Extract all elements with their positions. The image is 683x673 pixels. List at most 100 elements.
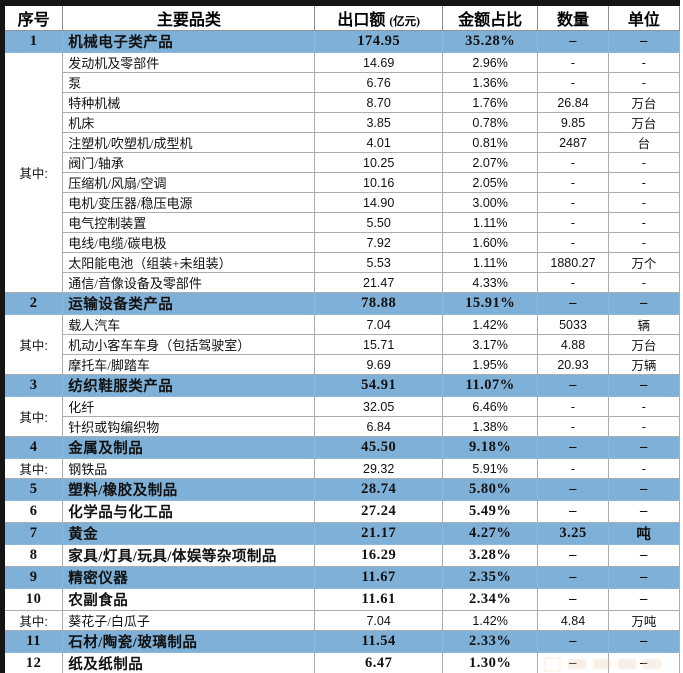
cell-serial: 8 (1, 544, 64, 567)
cell-category-name: 运输设备类产品 (62, 292, 316, 315)
cell-subcategory-name: 太阳能电池（组装+未组装） (62, 252, 316, 273)
cell-qty-value: – (537, 30, 609, 53)
table-row: 电机/变压器/稳压电源 14.90 3.00% - - (3, 192, 681, 213)
cell-serial: 11 (1, 630, 64, 653)
cell-serial: 4 (1, 436, 64, 459)
cell-unit-value: - (607, 192, 681, 213)
cell-share-value: 3.00% (441, 192, 539, 213)
col-header-category: 主要品类 (62, 2, 316, 31)
table-row: 1 机械电子类产品 174.95 35.28% – – (1, 30, 681, 53)
cell-qty-value: – (537, 544, 609, 567)
cell-category-name: 农副食品 (62, 588, 316, 611)
table-row: 电气控制装置 5.50 1.11% - - (3, 212, 681, 233)
cell-subcategory-name: 发动机及零部件 (62, 52, 316, 73)
cell-export-value: 11.61 (314, 588, 443, 611)
cell-share-value: 1.60% (441, 232, 539, 253)
cell-export-value: 10.25 (314, 152, 443, 173)
cell-unit-value: – (607, 30, 681, 53)
table-row: 8 家具/灯具/玩具/体娱等杂项制品 16.29 3.28% – – (1, 544, 681, 567)
cell-unit-value: - (607, 458, 681, 479)
cell-subcategory-name: 化纤 (62, 396, 316, 417)
col-header-export-unit: (亿元) (389, 16, 420, 28)
cell-serial: 12 (1, 652, 64, 673)
cell-serial: 5 (1, 478, 64, 501)
cell-unit-value: – (607, 630, 681, 653)
cell-export-value: 27.24 (314, 500, 443, 523)
cell-qizhong-label: 其中: (1, 458, 64, 479)
cell-subcategory-name: 机动小客车车身（包括驾驶室） (62, 334, 316, 355)
cell-share-value: 1.76% (441, 92, 539, 113)
cell-unit-value: – (607, 436, 681, 459)
cell-share-value: 15.91% (441, 292, 539, 315)
table-row: 其中: 钢铁品 29.32 5.91% - - (1, 458, 681, 479)
cell-unit-value: - (607, 416, 681, 437)
cell-serial: 1 (1, 30, 64, 53)
cell-category-name: 机械电子类产品 (62, 30, 316, 53)
cell-qty-value: - (537, 52, 609, 73)
cell-share-value: 9.18% (441, 436, 539, 459)
table-row: 2 运输设备类产品 78.88 15.91% – – (1, 292, 681, 315)
cell-export-value: 6.84 (314, 416, 443, 437)
cell-export-value: 11.54 (314, 630, 443, 653)
cell-unit-value: – (607, 588, 681, 611)
cell-unit-value: - (607, 72, 681, 93)
cell-qty-value: – (537, 500, 609, 523)
cell-category-name: 精密仪器 (62, 566, 316, 589)
cell-subcategory-name: 针织或钩编织物 (62, 416, 316, 437)
cell-unit-value: - (607, 212, 681, 233)
cell-qizhong-label: 其中: (1, 314, 64, 375)
cell-qty-value: - (537, 396, 609, 417)
cell-qty-value: - (537, 458, 609, 479)
col-header-serial: 序号 (1, 2, 64, 31)
cell-unit-value: - (607, 52, 681, 73)
table-row: 泵 6.76 1.36% - - (3, 72, 681, 93)
cell-unit-value: 万个 (607, 252, 681, 273)
cell-export-value: 14.69 (314, 52, 443, 73)
cell-share-value: 1.38% (441, 416, 539, 437)
table-row: 电线/电缆/碳电极 7.92 1.60% - - (3, 232, 681, 253)
cell-share-value: 3.28% (441, 544, 539, 567)
cell-subcategory-name: 阀门/轴承 (62, 152, 316, 173)
table-row: 5 塑料/橡胶及制品 28.74 5.80% – – (1, 478, 681, 501)
cell-subcategory-name: 通信/音像设备及零部件 (62, 272, 316, 293)
cell-qty-value: 5033 (537, 314, 609, 335)
cell-serial: 6 (1, 500, 64, 523)
cell-subcategory-name: 压缩机/风扇/空调 (62, 172, 316, 193)
cell-export-value: 7.04 (314, 610, 443, 631)
table-row: 针织或钩编织物 6.84 1.38% - - (3, 416, 681, 437)
cell-qty-value: – (537, 588, 609, 611)
cell-share-value: 3.17% (441, 334, 539, 355)
cell-unit-value: – (607, 374, 681, 397)
cell-qty-value: - (537, 152, 609, 173)
cell-qty-value: - (537, 232, 609, 253)
cell-export-value: 32.05 (314, 396, 443, 417)
cell-qty-value: - (537, 272, 609, 293)
cell-export-value: 45.50 (314, 436, 443, 459)
cell-serial: 7 (1, 522, 64, 545)
cell-export-value: 10.16 (314, 172, 443, 193)
cell-category-name: 家具/灯具/玩具/体娱等杂项制品 (62, 544, 316, 567)
table-row: 其中: 葵花子/白瓜子 7.04 1.42% 4.84 万吨 (1, 610, 681, 631)
cell-share-value: 1.95% (441, 354, 539, 375)
table-row: 4 金属及制品 45.50 9.18% – – (1, 436, 681, 459)
table-row: 通信/音像设备及零部件 21.47 4.33% - - (3, 272, 681, 293)
cell-subcategory-name: 特种机械 (62, 92, 316, 113)
cell-export-value: 174.95 (314, 30, 443, 53)
cell-share-value: 2.34% (441, 588, 539, 611)
cell-export-value: 4.01 (314, 132, 443, 153)
cell-unit-value: 吨 (607, 522, 681, 545)
cell-unit-value: – (607, 292, 681, 315)
col-header-qty: 数量 (537, 2, 609, 31)
cell-subcategory-name: 电线/电缆/碳电极 (62, 232, 316, 253)
cell-unit-value: 万台 (607, 112, 681, 133)
cell-qty-value: 20.93 (537, 354, 609, 375)
cell-export-value: 7.04 (314, 314, 443, 335)
cell-qty-value: – (537, 478, 609, 501)
cell-qty-value: 4.84 (537, 610, 609, 631)
cell-unit-value: – (607, 652, 681, 673)
cell-share-value: 4.33% (441, 272, 539, 293)
table-row: 10 农副食品 11.61 2.34% – – (1, 588, 681, 611)
cell-qty-value: - (537, 212, 609, 233)
cell-export-value: 11.67 (314, 566, 443, 589)
